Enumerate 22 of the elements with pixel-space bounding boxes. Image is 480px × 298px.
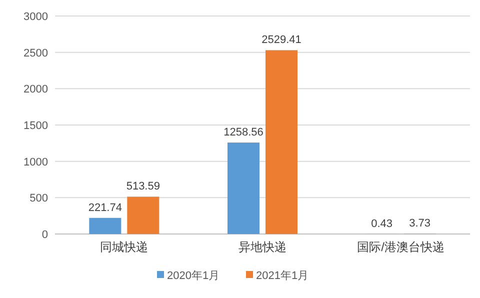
data-label: 3.73 [409,218,431,230]
x-tick-label: 异地快递 [238,240,286,254]
y-tick-label: 3000 [24,11,48,23]
bar [127,196,160,234]
legend-label: 2021年1月 [256,270,309,282]
bar [228,142,260,234]
y-tick-label: 2000 [24,84,48,96]
y-tick-label: 1000 [24,156,48,168]
y-tick-label: 2500 [24,47,48,60]
data-label: 0.43 [371,218,393,230]
y-tick-label: 500 [30,192,48,205]
y-tick-label: 0 [42,229,48,241]
bar [266,50,298,234]
data-label: 2529.41 [262,34,302,46]
data-label: 221.74 [88,202,122,214]
x-tick-label: 同城快递 [100,240,148,254]
x-tick-label: 国际/港澳台快递 [357,240,445,254]
bar [89,218,122,234]
legend-label: 2020年1月 [167,270,220,282]
data-label: 1258.56 [224,126,264,139]
data-label: 513.59 [126,180,160,193]
y-tick-label: 1500 [24,120,48,132]
